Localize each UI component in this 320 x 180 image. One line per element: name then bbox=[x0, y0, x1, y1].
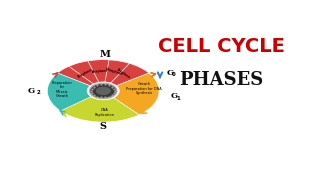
Text: 0: 0 bbox=[172, 72, 176, 77]
Circle shape bbox=[96, 87, 111, 95]
Text: S: S bbox=[100, 122, 107, 131]
Text: M: M bbox=[99, 50, 110, 59]
Text: PHASES: PHASES bbox=[179, 71, 263, 89]
Wedge shape bbox=[114, 73, 159, 115]
Text: 1: 1 bbox=[176, 96, 180, 101]
Text: Preparation
for
Mitosis
Growth: Preparation for Mitosis Growth bbox=[52, 81, 73, 98]
Text: G: G bbox=[171, 93, 178, 100]
Text: Growth
Preparation for DNA
Synthesis: Growth Preparation for DNA Synthesis bbox=[126, 82, 162, 95]
Wedge shape bbox=[60, 97, 139, 122]
Text: CELL CYCLE: CELL CYCLE bbox=[158, 37, 284, 56]
Text: G: G bbox=[167, 69, 174, 77]
Text: DNA
Replication: DNA Replication bbox=[94, 108, 115, 117]
Circle shape bbox=[90, 83, 117, 98]
Text: Telophase: Telophase bbox=[77, 68, 94, 79]
Text: 2: 2 bbox=[36, 90, 40, 95]
Text: Anaphase: Anaphase bbox=[92, 68, 108, 74]
Text: G: G bbox=[28, 87, 35, 95]
Text: Metaphase: Metaphase bbox=[104, 67, 123, 76]
Wedge shape bbox=[47, 73, 91, 111]
Wedge shape bbox=[58, 60, 149, 86]
Text: Prophase: Prophase bbox=[116, 68, 131, 80]
